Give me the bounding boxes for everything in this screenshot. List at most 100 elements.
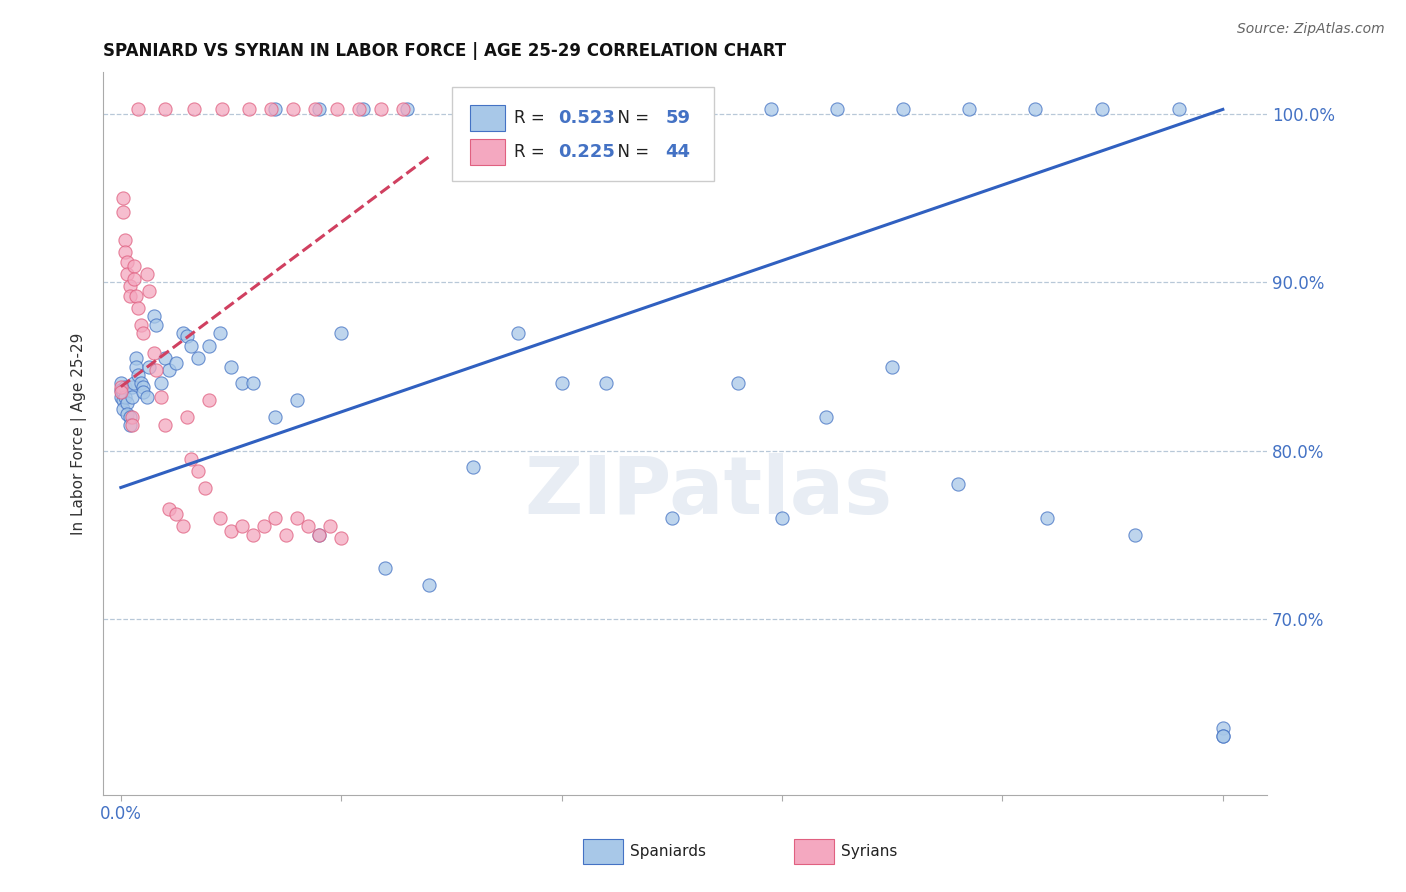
Point	[165, 356, 187, 370]
Point	[125, 359, 148, 374]
Point	[693, 103, 716, 117]
Point	[187, 464, 209, 478]
Point	[242, 527, 264, 541]
Text: Syrians: Syrians	[841, 845, 897, 859]
Point	[550, 376, 572, 391]
Point	[172, 519, 194, 533]
Point	[759, 103, 782, 117]
Point	[815, 409, 838, 424]
Point	[118, 278, 141, 293]
Point	[506, 326, 529, 340]
Point	[1091, 103, 1114, 117]
Point	[125, 289, 148, 303]
Point	[118, 289, 141, 303]
Point	[153, 351, 176, 365]
Point	[138, 284, 160, 298]
Point	[238, 103, 260, 117]
Point	[451, 103, 474, 117]
Point	[347, 103, 370, 117]
Point	[1212, 729, 1234, 743]
Point	[165, 508, 187, 522]
Text: Source: ZipAtlas.com: Source: ZipAtlas.com	[1237, 22, 1385, 37]
Point	[142, 346, 165, 360]
Point	[112, 384, 135, 399]
Point	[125, 351, 148, 365]
Point	[112, 205, 135, 219]
Point	[825, 103, 848, 117]
Point	[118, 409, 141, 424]
Point	[330, 326, 353, 340]
Point	[297, 519, 319, 533]
Point	[1212, 721, 1234, 735]
Point	[117, 255, 139, 269]
Point	[330, 531, 353, 545]
Point	[112, 401, 135, 416]
Point	[1123, 527, 1146, 541]
Point	[129, 376, 152, 391]
Text: 44: 44	[665, 143, 690, 161]
Point	[117, 407, 139, 421]
Point	[308, 527, 330, 541]
Point	[957, 103, 980, 117]
Point	[114, 245, 136, 260]
FancyBboxPatch shape	[453, 87, 714, 181]
Point	[219, 359, 242, 374]
Point	[110, 376, 132, 391]
Point	[627, 103, 650, 117]
Point	[183, 103, 205, 117]
Text: 0.225: 0.225	[558, 143, 614, 161]
Point	[176, 409, 198, 424]
Point	[1024, 103, 1046, 117]
Point	[198, 393, 221, 408]
Point	[319, 519, 342, 533]
Point	[540, 103, 562, 117]
Point	[132, 326, 155, 340]
Point	[495, 103, 517, 117]
Text: R =: R =	[515, 109, 550, 127]
Point	[891, 103, 914, 117]
Point	[595, 376, 617, 391]
Point	[231, 376, 253, 391]
Point	[418, 578, 440, 592]
Point	[153, 103, 176, 117]
Text: N =: N =	[607, 109, 654, 127]
Point	[219, 524, 242, 539]
Point	[110, 384, 132, 399]
Point	[153, 418, 176, 433]
Text: R =: R =	[515, 143, 550, 161]
Point	[770, 510, 793, 524]
Point	[136, 267, 159, 281]
Point	[583, 103, 606, 117]
Point	[121, 390, 143, 404]
FancyBboxPatch shape	[470, 105, 505, 131]
Point	[281, 103, 304, 117]
Point	[145, 363, 167, 377]
Point	[308, 527, 330, 541]
Point	[370, 103, 392, 117]
Point	[374, 561, 396, 575]
Point	[208, 326, 231, 340]
Text: N =: N =	[607, 143, 654, 161]
Point	[176, 329, 198, 343]
FancyBboxPatch shape	[470, 139, 505, 165]
Point	[157, 502, 180, 516]
Point	[112, 191, 135, 205]
Point	[122, 376, 145, 391]
Point	[463, 460, 485, 475]
Point	[138, 359, 160, 374]
Point	[326, 103, 349, 117]
Point	[114, 390, 136, 404]
Point	[149, 390, 172, 404]
Point	[110, 380, 132, 394]
Point	[112, 393, 135, 408]
Text: ZIPatlas: ZIPatlas	[524, 452, 893, 531]
Point	[117, 396, 139, 410]
Text: 59: 59	[665, 109, 690, 127]
Point	[1035, 510, 1057, 524]
Point	[661, 510, 683, 524]
Point	[127, 368, 149, 382]
Point	[304, 103, 326, 117]
Point	[121, 380, 143, 394]
Point	[118, 418, 141, 433]
Point	[285, 393, 308, 408]
